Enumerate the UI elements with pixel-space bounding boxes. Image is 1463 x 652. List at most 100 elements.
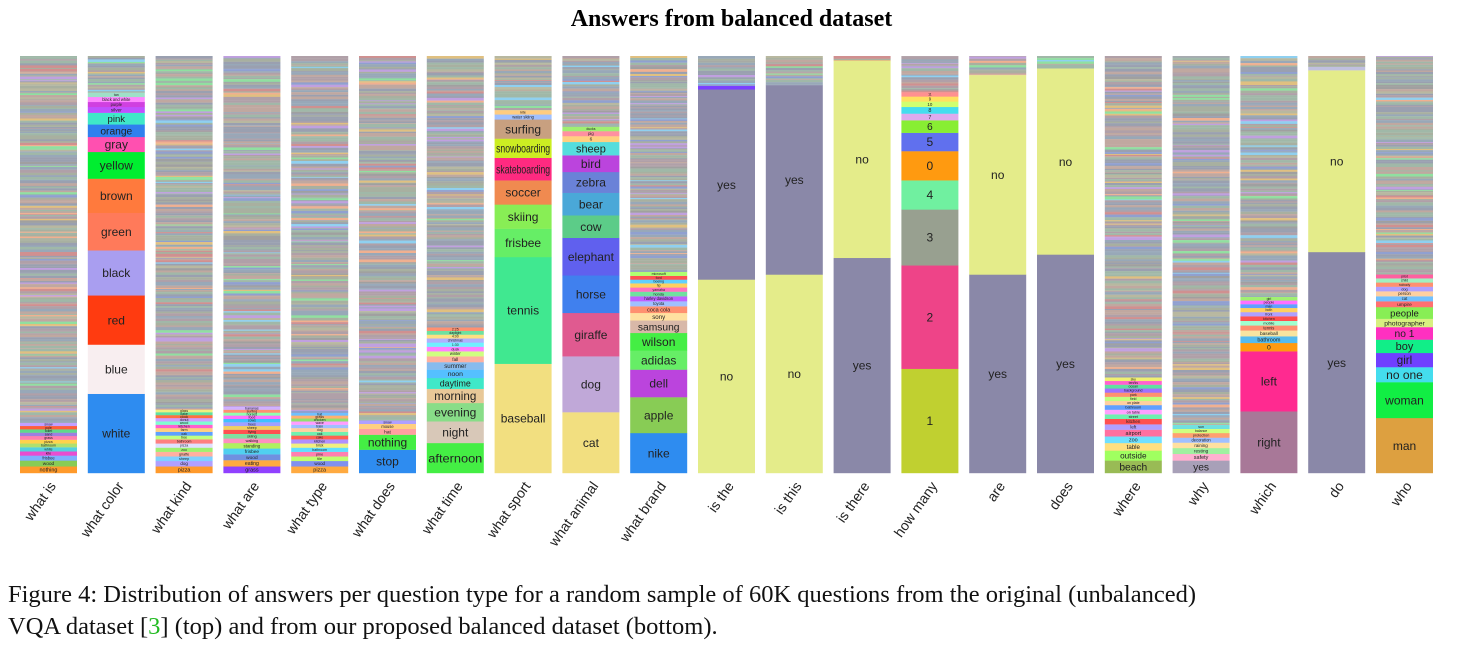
tail-stripe bbox=[156, 105, 213, 107]
tail-stripe bbox=[20, 252, 77, 254]
tail-stripe bbox=[291, 356, 348, 358]
tail-stripe bbox=[291, 372, 348, 375]
tail-stripe bbox=[20, 236, 77, 238]
tail-stripe bbox=[1105, 302, 1162, 304]
segment-label-right: right bbox=[1257, 435, 1281, 449]
tail-stripe bbox=[1105, 258, 1162, 260]
tail-stripe bbox=[1173, 416, 1230, 418]
tail-stripe bbox=[1376, 82, 1433, 84]
tail-stripe bbox=[223, 268, 280, 270]
tail-stripe bbox=[20, 162, 77, 164]
tail-stripe bbox=[1240, 233, 1297, 236]
tail-stripe bbox=[630, 192, 687, 193]
tail-stripe bbox=[359, 264, 416, 265]
tail-stripe bbox=[291, 358, 348, 359]
tail-stripe bbox=[427, 307, 484, 309]
tail-stripe bbox=[427, 185, 484, 188]
tail-stripe bbox=[359, 172, 416, 174]
tail-stripe bbox=[427, 312, 484, 314]
tail-stripe bbox=[291, 92, 348, 95]
tail-stripe bbox=[156, 126, 213, 128]
tail-stripe bbox=[1240, 172, 1297, 175]
tail-stripe bbox=[223, 293, 280, 295]
tail-stripe bbox=[630, 258, 687, 261]
tail-stripe bbox=[20, 93, 77, 95]
tail-stripe bbox=[1240, 180, 1297, 183]
tail-stripe bbox=[427, 111, 484, 113]
segment-label-bananas: bananas bbox=[245, 407, 259, 411]
tail-stripe bbox=[223, 117, 280, 118]
tail-stripe bbox=[1376, 229, 1433, 230]
tail-stripe bbox=[291, 85, 348, 88]
tail-stripe bbox=[291, 360, 348, 361]
tail-stripe bbox=[223, 129, 280, 131]
tail-stripe bbox=[1240, 290, 1297, 291]
tail-stripe bbox=[1105, 212, 1162, 215]
tail-stripe bbox=[427, 235, 484, 237]
tail-stripe bbox=[223, 185, 280, 187]
tail-stripe bbox=[291, 128, 348, 129]
tail-stripe bbox=[427, 175, 484, 177]
tail-stripe bbox=[291, 101, 348, 103]
tail-stripe bbox=[20, 390, 77, 392]
tail-stripe bbox=[359, 327, 416, 328]
tail-stripe bbox=[1173, 76, 1230, 79]
tail-stripe bbox=[630, 89, 687, 90]
segment-label-bathroom: bathroom bbox=[177, 440, 192, 444]
caption-citation-link[interactable]: 3 bbox=[148, 613, 160, 640]
tail-stripe bbox=[359, 324, 416, 325]
tail-stripe bbox=[1105, 309, 1162, 310]
tail-stripe bbox=[359, 280, 416, 282]
tail-stripe bbox=[562, 113, 619, 115]
tail-stripe bbox=[291, 164, 348, 167]
tail-stripe bbox=[1105, 103, 1162, 106]
tail-stripe bbox=[766, 62, 823, 63]
tail-stripe bbox=[156, 59, 213, 60]
tail-stripe bbox=[291, 135, 348, 137]
tail-stripe bbox=[291, 106, 348, 108]
tail-stripe bbox=[20, 79, 77, 80]
long-tail-stripes bbox=[156, 56, 213, 410]
tail-stripe bbox=[223, 236, 280, 237]
tail-stripe bbox=[223, 328, 280, 330]
tail-stripe bbox=[291, 309, 348, 311]
tail-stripe bbox=[1037, 65, 1094, 67]
tail-stripe bbox=[359, 155, 416, 157]
tail-stripe bbox=[1105, 362, 1162, 365]
segment-label-ford: ford bbox=[656, 276, 662, 280]
tail-stripe bbox=[1105, 348, 1162, 351]
tail-stripe bbox=[630, 129, 687, 131]
tail-stripe bbox=[223, 121, 280, 123]
tail-stripe bbox=[1105, 195, 1162, 196]
tail-stripe bbox=[1105, 271, 1162, 273]
tail-stripe bbox=[766, 80, 823, 82]
tail-stripe bbox=[1105, 273, 1162, 274]
tail-stripe bbox=[1376, 143, 1433, 145]
tail-stripe bbox=[1105, 324, 1162, 326]
tail-stripe bbox=[698, 61, 755, 62]
segment-label-harley-davidson: harley davidson bbox=[644, 296, 673, 301]
tail-stripe bbox=[223, 380, 280, 383]
tail-stripe bbox=[1173, 164, 1230, 166]
tail-stripe bbox=[495, 89, 552, 91]
tail-stripe bbox=[223, 282, 280, 285]
tail-stripe bbox=[20, 160, 77, 162]
tail-stripe bbox=[1105, 94, 1162, 95]
tail-stripe bbox=[1240, 285, 1297, 287]
tail-stripe bbox=[562, 64, 619, 65]
column-do: yesno bbox=[1308, 56, 1365, 473]
tail-stripe bbox=[1173, 187, 1230, 189]
tail-stripe bbox=[156, 356, 213, 357]
tail-stripe bbox=[359, 64, 416, 67]
tail-stripe bbox=[156, 213, 213, 215]
tail-stripe bbox=[359, 91, 416, 93]
tail-stripe bbox=[359, 137, 416, 140]
tail-stripe bbox=[1173, 421, 1230, 423]
segment-label-dog: dog bbox=[581, 378, 601, 392]
column-why: yessafetyrestingrainingdecorationprotect… bbox=[1173, 56, 1230, 473]
tail-stripe bbox=[223, 374, 280, 376]
tail-stripe bbox=[1173, 392, 1230, 394]
tail-stripe bbox=[20, 391, 77, 393]
tail-stripe bbox=[223, 297, 280, 300]
tail-stripe bbox=[1240, 124, 1297, 125]
